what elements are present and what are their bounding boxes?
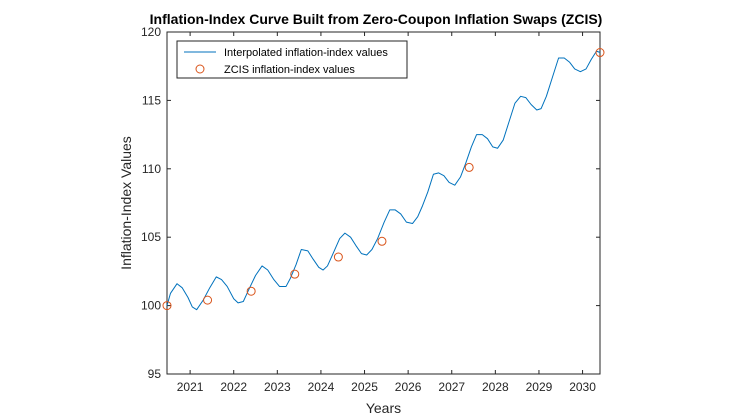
legend-marker-sample: [195, 64, 205, 74]
zcis-marker: [464, 162, 474, 172]
x-tick-label: 2023: [264, 380, 291, 394]
x-tick-label: 2030: [569, 380, 596, 394]
zcis-marker: [333, 252, 343, 262]
y-tick-label: 115: [142, 93, 161, 107]
y-axis-ticks: [167, 31, 600, 375]
x-tick-label: 2026: [395, 380, 422, 394]
zcis-marker: [246, 286, 256, 296]
plot-area: [166, 31, 601, 375]
plot-series: [162, 48, 605, 311]
legend-box: [176, 40, 408, 79]
legend-entry-markers: ZCIS inflation-index values: [224, 64, 355, 76]
y-tick-label: 105: [141, 230, 161, 244]
y-tick-label: 100: [141, 299, 161, 313]
y-tick-label: 120: [141, 25, 161, 39]
x-tick-label: 2027: [438, 380, 465, 394]
zcis-marker: [203, 295, 213, 305]
legend-entry-line: Interpolated inflation-index values: [224, 47, 388, 59]
series-line-interpolated: [166, 50, 601, 311]
y-axis-tick-labels: 95 100 105 110 115 120: [141, 25, 161, 381]
zcis-marker: [162, 301, 172, 311]
x-tick-label: 2028: [482, 380, 509, 394]
axes: 2021 2022 2023 2024 2025 2026 2027 2028 2029 2030…: [141, 25, 601, 394]
legend: Interpolated inflation-index values ZCIS…: [176, 40, 408, 79]
x-axis-tick-labels: 2021 2022 2023 2024 2025 2026 2027 2028 2029 2030: [177, 380, 596, 394]
zcis-marker: [595, 48, 605, 58]
zcis-marker: [290, 269, 300, 279]
x-axis-ticks: [189, 32, 584, 374]
x-tick-label: 2025: [351, 380, 378, 394]
y-axis-label: Inflation-Index Values: [118, 136, 134, 270]
x-tick-label: 2024: [308, 380, 335, 394]
y-tick-label: 110: [142, 162, 161, 176]
x-axis-label: Years: [366, 400, 401, 416]
x-tick-label: 2029: [526, 380, 553, 394]
y-tick-label: 95: [148, 367, 162, 381]
x-tick-label: 2022: [220, 380, 247, 394]
zcis-marker: [377, 236, 387, 246]
x-tick-label: 2021: [177, 380, 204, 394]
chart-title: Inflation-Index Curve Built from Zero-Co…: [150, 11, 603, 27]
